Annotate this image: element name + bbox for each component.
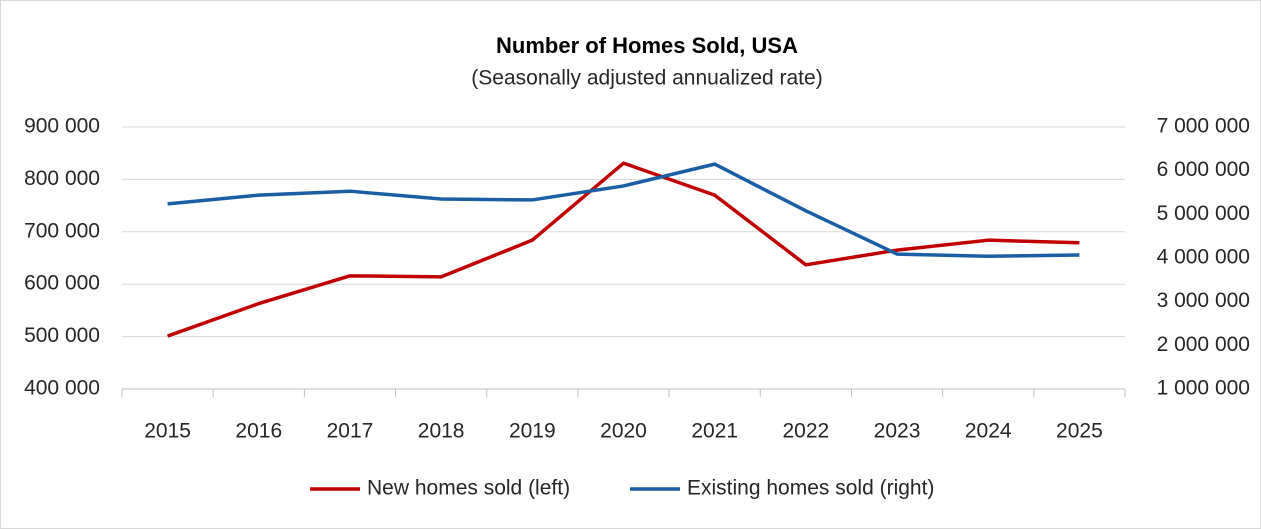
x-tick-label: 2020 <box>600 420 647 443</box>
y2-tick-label: 4 000 000 <box>1157 246 1250 269</box>
x-tick-label: 2022 <box>783 420 830 443</box>
x-tick-label: 2024 <box>965 420 1012 443</box>
y2-tick-label: 6 000 000 <box>1157 158 1250 181</box>
x-tick-label: 2023 <box>874 420 921 443</box>
x-tick-label: 2015 <box>144 420 191 443</box>
x-tick-label: 2021 <box>691 420 738 443</box>
y2-tick-label: 1 000 000 <box>1157 377 1250 400</box>
y-tick-label: 900 000 <box>24 115 100 138</box>
y-tick-label: 400 000 <box>24 377 100 400</box>
x-tick-label: 2017 <box>327 420 374 443</box>
y-tick-label: 700 000 <box>24 219 100 242</box>
y2-tick-label: 7 000 000 <box>1157 115 1250 138</box>
y2-tick-label: 5 000 000 <box>1157 202 1250 225</box>
x-tick-label: 2016 <box>235 420 282 443</box>
y-tick-label: 800 000 <box>24 167 100 190</box>
x-tick-label: 2025 <box>1056 420 1103 443</box>
series-line <box>167 162 1080 259</box>
legend-label: Existing homes sold (right) <box>687 477 934 500</box>
chart-title: Number of Homes Sold, USA <box>496 33 798 58</box>
chart-subtitle: (Seasonally adjusted annualized rate) <box>471 67 822 90</box>
legend-label: New homes sold (left) <box>367 477 570 500</box>
x-tick-label: 2019 <box>509 420 556 443</box>
y-tick-label: 600 000 <box>24 272 100 295</box>
y-tick-label: 500 000 <box>24 324 100 347</box>
y2-tick-label: 3 000 000 <box>1157 289 1250 312</box>
series-line <box>167 161 1080 338</box>
x-tick-label: 2018 <box>418 420 465 443</box>
y2-tick-label: 2 000 000 <box>1157 333 1250 356</box>
